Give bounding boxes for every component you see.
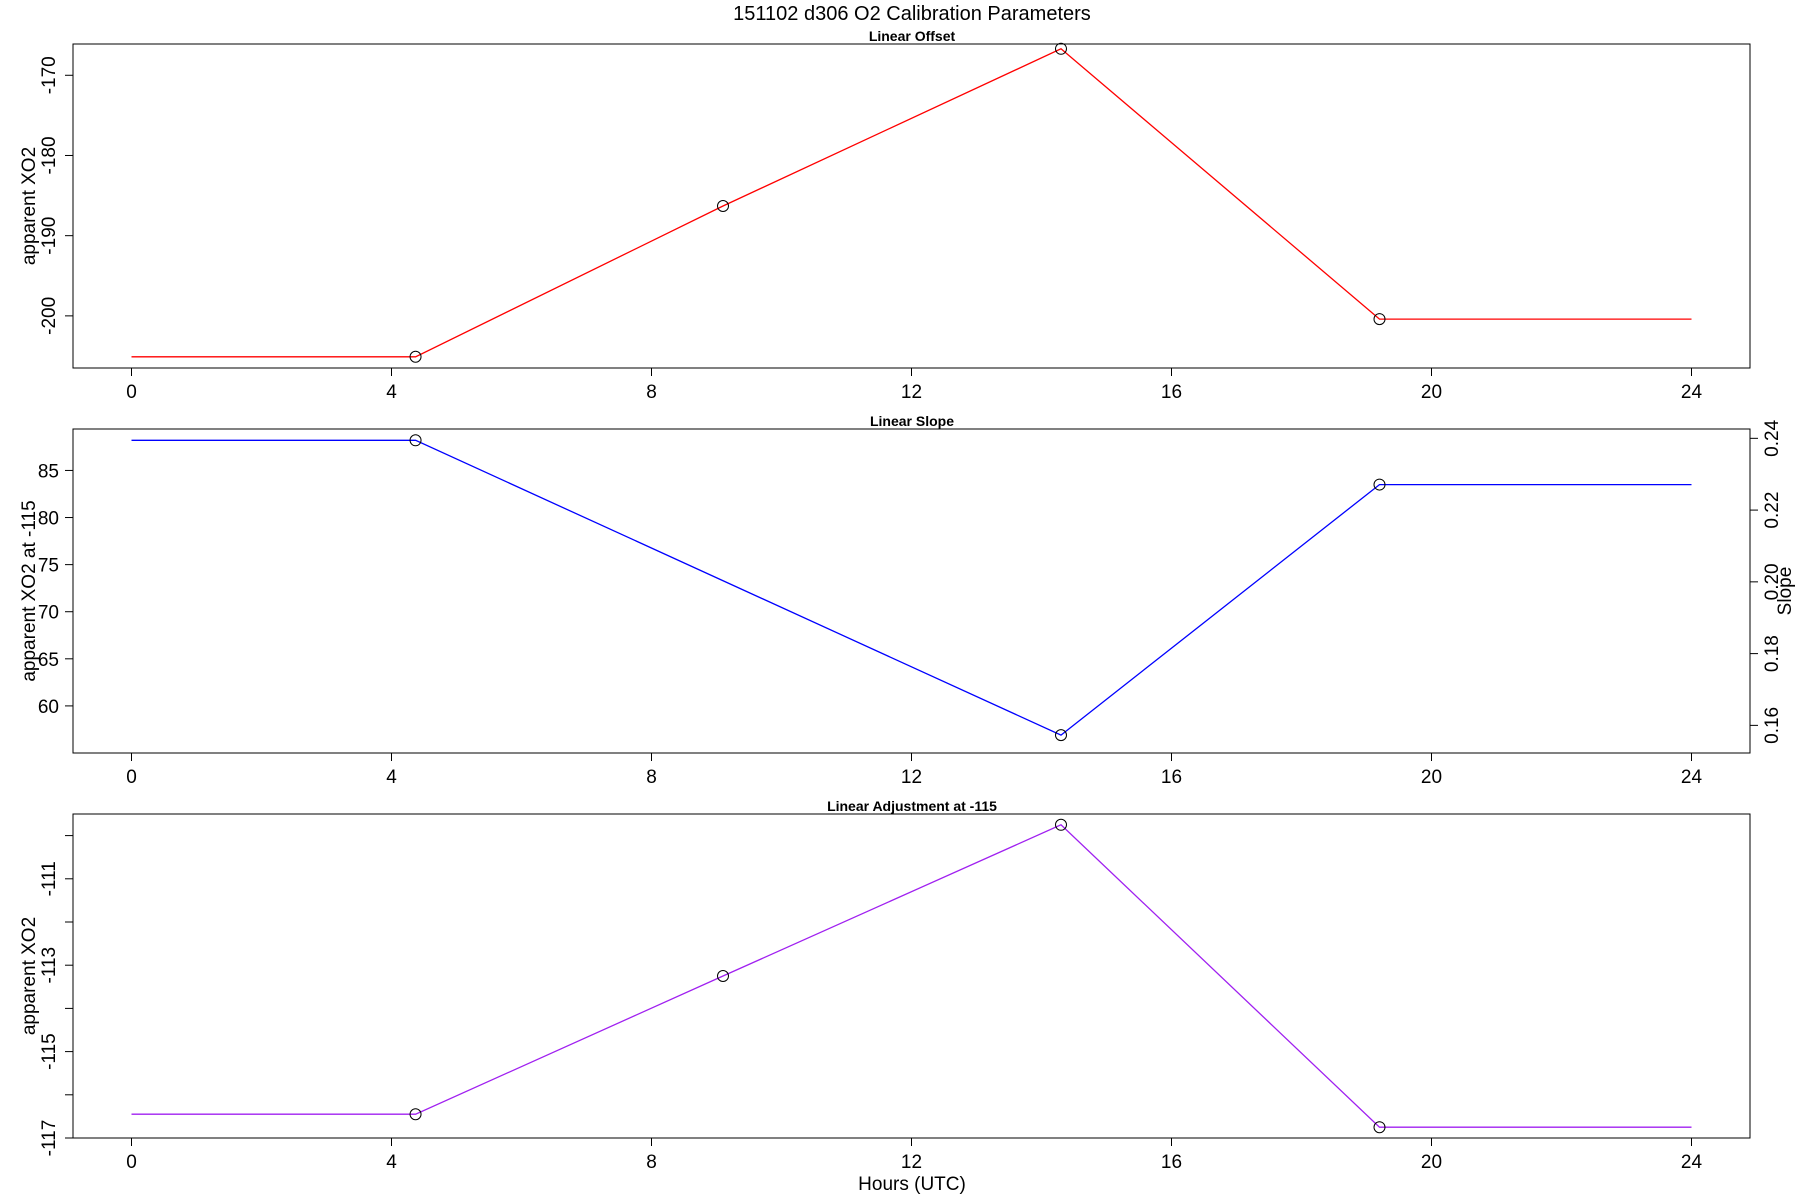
- chart-panels: Linear Offset 0 4 8 12 16 20 24 -200 -190 -180 -170…: [19, 28, 1796, 1173]
- y-tick-label: -170: [39, 56, 60, 94]
- panel-title-slope: Linear Slope: [870, 413, 954, 429]
- series-line-slope: [131, 439, 1692, 736]
- x-tick-label: 20: [1421, 382, 1442, 403]
- y-axis-label-slope: apparent XO2 at -115: [19, 500, 40, 681]
- right-y-tick-label: 0.24: [1762, 419, 1783, 456]
- series-line-offset: [131, 48, 1692, 358]
- y-tick-label: 85: [38, 461, 59, 482]
- x-tick-label: 12: [901, 1152, 922, 1173]
- x-tick-label: 8: [646, 1152, 657, 1173]
- y-tick-label: -115: [39, 1033, 60, 1070]
- x-tick-label: 8: [646, 382, 657, 403]
- right-y-tick-label: 0.20: [1762, 563, 1783, 600]
- data-point-marker: [717, 200, 729, 212]
- data-point-marker: [1373, 478, 1386, 491]
- plot-frame-adjustment: [72, 813, 1751, 1139]
- x-tick-label: 24: [1681, 1152, 1703, 1173]
- y-tick-label: 80: [38, 509, 59, 530]
- series-line-adjustment: [131, 824, 1692, 1128]
- y-tick-label: -113: [39, 947, 60, 984]
- y-axis-label-adjustment: apparent XO2: [19, 917, 40, 1035]
- x-tick-label: 4: [386, 1152, 397, 1173]
- x-tick-label: 24: [1681, 382, 1703, 403]
- y-tick-label: 60: [38, 697, 59, 718]
- x-tick-label: 20: [1421, 767, 1442, 788]
- panel-slope: Linear Slope 0 4 8 12 16 20 24 60 65 70 75 80 85 appar…: [19, 413, 1796, 788]
- panel-title-adjustment: Linear Adjustment at -115: [827, 798, 997, 814]
- data-point-marker: [1055, 729, 1067, 742]
- data-point-marker: [1055, 818, 1067, 831]
- x-tick-label: 0: [126, 767, 137, 788]
- x-axis-label: Hours (UTC): [858, 1174, 966, 1195]
- panel-title-offset: Linear Offset: [869, 28, 956, 44]
- x-tick-label: 16: [1161, 1152, 1182, 1173]
- data-point-marker: [1373, 313, 1386, 326]
- y-axis-label-offset: apparent XO2: [19, 147, 40, 265]
- y-tick-label: 75: [38, 556, 59, 577]
- x-tick-label: 0: [126, 382, 137, 403]
- data-point-marker: [409, 350, 422, 363]
- y-tick-label: -180: [39, 136, 60, 174]
- data-point-marker: [409, 1108, 422, 1121]
- plot-frame-slope: [72, 428, 1751, 754]
- x-tick-label: 4: [386, 767, 397, 788]
- y-tick-label: 65: [38, 650, 59, 671]
- x-tick-label: 16: [1161, 382, 1182, 403]
- x-tick-label: 20: [1421, 1152, 1442, 1173]
- figure-title: 151102 d306 O2 Calibration Parameters: [733, 3, 1091, 25]
- y-tick-label: -111: [39, 861, 60, 896]
- panel-offset: Linear Offset 0 4 8 12 16 20 24 -200 -190 -180 -170…: [19, 28, 1751, 403]
- x-tick-label: 24: [1681, 767, 1703, 788]
- panel-adjustment: Linear Adjustment at -115 0 4 8 12 16 20 24 -117…: [19, 798, 1751, 1173]
- x-tick-label: 16: [1161, 767, 1182, 788]
- x-tick-label: 4: [386, 382, 397, 403]
- y-tick-label: -200: [39, 297, 60, 335]
- y-tick-label: 70: [38, 603, 59, 624]
- right-y-tick-label: 0.16: [1762, 707, 1783, 744]
- x-tick-label: 0: [126, 1152, 137, 1173]
- x-tick-label: 12: [901, 767, 922, 788]
- data-point-marker: [1055, 42, 1067, 55]
- y-tick-label: -190: [39, 217, 60, 255]
- data-point-marker: [1373, 1121, 1386, 1134]
- data-point-marker: [717, 970, 729, 982]
- right-y-axis-label: Slope: [1775, 567, 1796, 616]
- right-y-tick-label: 0.22: [1762, 492, 1783, 529]
- right-y-tick-label: 0.18: [1762, 635, 1783, 672]
- x-tick-label: 8: [646, 767, 657, 788]
- x-tick-label: 12: [901, 382, 922, 403]
- y-tick-label: -117: [39, 1120, 60, 1157]
- data-point-marker: [409, 434, 422, 447]
